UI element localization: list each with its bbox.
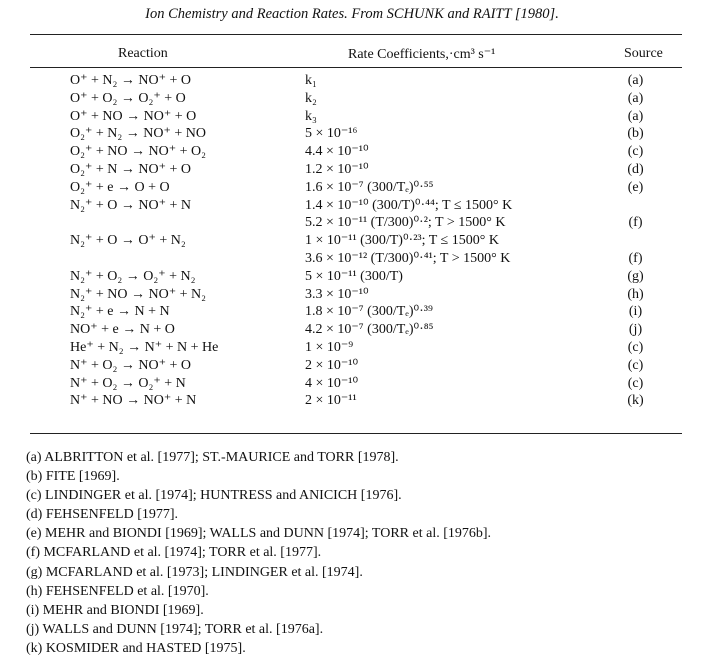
reaction-cell: N₂⁺ + NO → NO⁺ + N₂ xyxy=(70,286,206,302)
source-cell: (f) xyxy=(628,250,643,266)
rate-cell: 5 × 10⁻¹¹ (300/T) xyxy=(305,268,403,284)
source-cell: (b) xyxy=(627,126,644,142)
rate-cell: k₃ xyxy=(305,108,317,124)
reaction-cell: O₂⁺ + NO → NO⁺ + O₂ xyxy=(70,144,206,160)
rate-cell: 1 × 10⁻¹¹ (300/T)⁰·²³; T ≤ 1500° K xyxy=(305,233,499,249)
source-cell: (a) xyxy=(627,108,644,124)
source-cell: (d) xyxy=(627,161,644,177)
source-cell: (c) xyxy=(627,375,644,391)
rate-cell: 3.6 × 10⁻¹² (T/300)⁰·⁴¹; T > 1500° K xyxy=(305,250,511,266)
bottom-rule xyxy=(30,433,682,435)
reference-item: (e) MEHR and BIONDI [1969]; WALLS and DU… xyxy=(26,526,492,542)
source-cell: (c) xyxy=(627,144,644,160)
reference-item: (j) WALLS and DUNN [1974]; TORR et al. [… xyxy=(26,621,324,637)
source-cell: (c) xyxy=(627,339,644,355)
rate-cell: 1.2 × 10⁻¹⁰ xyxy=(305,161,369,177)
table-row: 5.2 × 10⁻¹¹ (T/300)⁰·²; T > 1500° K (f) xyxy=(30,214,682,232)
rate-cell: 4 × 10⁻¹⁰ xyxy=(305,375,359,391)
reaction-cell: O₂⁺ + N₂ → NO⁺ + NO xyxy=(70,126,206,142)
reaction-cell xyxy=(30,250,305,268)
reference-item: (i) MEHR and BIONDI [1969]. xyxy=(26,602,204,618)
table-row: N₂⁺ + e → N + N 1.8 × 10⁻⁷ (300/Tₑ)⁰·³⁹ (i… xyxy=(30,303,682,321)
table-row: O⁺ + NO → NO⁺ + O k₃ (a) xyxy=(30,108,682,126)
table-caption: Ion Chemistry and Reaction Rates. From S… xyxy=(145,6,559,22)
reaction-cell xyxy=(30,214,305,232)
table-row: O₂⁺ + e → O + O 1.6 × 10⁻⁷ (300/Tₑ)⁰·⁵⁵ (e… xyxy=(30,179,682,197)
rate-cell: 1.4 × 10⁻¹⁰ (300/T)⁰·⁴⁴; T ≤ 1500° K xyxy=(305,197,513,213)
reaction-cell: O₂⁺ + N → NO⁺ + O xyxy=(70,161,192,177)
source-cell: (i) xyxy=(628,304,643,320)
source-cell: (c) xyxy=(627,357,644,373)
reference-list: (a) ALBRITTON et al. [1977]; ST.-MAURICE… xyxy=(26,448,491,658)
reference-item: (h) FEHSENFELD et al. [1970]. xyxy=(26,583,209,599)
source-cell: (g) xyxy=(627,268,644,284)
reaction-cell: N₂⁺ + O → NO⁺ + N xyxy=(70,197,192,213)
reference-item: (a) ALBRITTON et al. [1977]; ST.-MAURICE… xyxy=(26,450,399,465)
reference-item: (k) KOSMIDER and HASTED [1975]. xyxy=(26,640,246,656)
source-cell: (e) xyxy=(627,179,644,195)
table-row: N₂⁺ + NO → NO⁺ + N₂ 3.3 × 10⁻¹⁰ (h) xyxy=(30,286,682,304)
reference-item: (g) MCFARLAND et al. [1973]; LINDINGER e… xyxy=(26,564,363,580)
rate-cell: 4.2 × 10⁻⁷ (300/Tₑ)⁰·⁸⁵ xyxy=(305,322,434,338)
header-source: Source xyxy=(624,46,663,61)
reaction-cell: O⁺ + O₂ → O₂⁺ + O xyxy=(70,90,186,106)
reference-item: (d) FEHSENFELD [1977]. xyxy=(26,507,179,523)
source-cell: (j) xyxy=(628,322,643,338)
table-row: NO⁺ + e → N + O 4.2 × 10⁻⁷ (300/Tₑ)⁰·⁸⁵ (j… xyxy=(30,321,682,339)
table-row: 3.6 × 10⁻¹² (T/300)⁰·⁴¹; T > 1500° K (f) xyxy=(30,250,682,268)
table-row: O⁺ + O₂ → O₂⁺ + O k₂ (a) xyxy=(30,90,682,108)
reaction-cell: He⁺ + N₂ → N⁺ + N + He xyxy=(70,339,219,355)
source-cell: (a) xyxy=(627,73,644,88)
table-row: N⁺ + O₂ → NO⁺ + O 2 × 10⁻¹⁰ (c) xyxy=(30,357,682,375)
reference-item: (b) FITE [1969]. xyxy=(26,469,120,485)
table-row: O⁺ + N₂ → NO⁺ + O k₁ (a) xyxy=(30,72,682,90)
rate-cell: 5 × 10⁻¹⁶ xyxy=(305,126,358,142)
reference-item: (c) LINDINGER et al. [1974]; HUNTRESS an… xyxy=(26,488,402,504)
table-row: N₂⁺ + O → O⁺ + N₂ 1 × 10⁻¹¹ (300/T)⁰·²³; … xyxy=(30,232,682,250)
rate-cell: 1 × 10⁻⁹ xyxy=(305,339,354,355)
source-cell xyxy=(595,197,682,215)
table-row: N⁺ + NO → NO⁺ + N 2 × 10⁻¹¹ (k) xyxy=(30,392,682,410)
table-row: O₂⁺ + N → NO⁺ + O 1.2 × 10⁻¹⁰ (d) xyxy=(30,161,682,179)
rate-cell: 5.2 × 10⁻¹¹ (T/300)⁰·²; T > 1500° K xyxy=(305,215,506,231)
source-cell: (f) xyxy=(628,215,643,231)
reference-item: (f) MCFARLAND et al. [1974]; TORR et al.… xyxy=(26,545,322,561)
reaction-cell: O₂⁺ + e → O + O xyxy=(70,179,170,195)
source-cell xyxy=(595,232,682,250)
rate-cell: k₂ xyxy=(305,90,317,106)
source-cell: (h) xyxy=(627,286,644,302)
source-cell: (k) xyxy=(627,393,644,409)
header-reaction: Reaction xyxy=(118,46,168,61)
rate-cell: 3.3 × 10⁻¹⁰ xyxy=(305,286,369,302)
reaction-cell: N₂⁺ + O₂ → O₂⁺ + N₂ xyxy=(70,268,196,284)
reaction-cell: N⁺ + O₂ → O₂⁺ + N xyxy=(70,375,186,391)
rate-cell: 1.8 × 10⁻⁷ (300/Tₑ)⁰·³⁹ xyxy=(305,304,433,320)
reaction-table: O⁺ + N₂ → NO⁺ + O k₁ (a) O⁺ + O₂ → O₂⁺ + O k… xyxy=(30,72,682,410)
rate-cell: 1.6 × 10⁻⁷ (300/Tₑ)⁰·⁵⁵ xyxy=(305,179,434,195)
top-rule xyxy=(30,34,682,36)
reaction-cell: NO⁺ + e → N + O xyxy=(70,322,175,338)
table-row: N₂⁺ + O → NO⁺ + N 1.4 × 10⁻¹⁰ (300/T)⁰·⁴⁴… xyxy=(30,197,682,215)
table-row: N⁺ + O₂ → O₂⁺ + N 4 × 10⁻¹⁰ (c) xyxy=(30,375,682,393)
reaction-cell: N⁺ + O₂ → NO⁺ + O xyxy=(70,357,192,373)
source-cell: (a) xyxy=(627,90,644,106)
header-rule xyxy=(30,67,682,68)
table-row: O₂⁺ + NO → NO⁺ + O₂ 4.4 × 10⁻¹⁰ (c) xyxy=(30,143,682,161)
reaction-cell: N⁺ + NO → NO⁺ + N xyxy=(70,393,197,409)
header-rate: Rate Coefficients,·cm³ s⁻¹ xyxy=(348,47,496,62)
rate-cell: 4.4 × 10⁻¹⁰ xyxy=(305,144,369,160)
table-row: N₂⁺ + O₂ → O₂⁺ + N₂ 5 × 10⁻¹¹ (300/T) (g) xyxy=(30,268,682,286)
reaction-cell: O⁺ + N₂ → NO⁺ + O xyxy=(70,73,192,88)
table-row: O₂⁺ + N₂ → NO⁺ + NO 5 × 10⁻¹⁶ (b) xyxy=(30,125,682,143)
rate-cell: 2 × 10⁻¹⁰ xyxy=(305,357,359,373)
table-row: He⁺ + N₂ → N⁺ + N + He 1 × 10⁻⁹ (c) xyxy=(30,339,682,357)
reaction-cell: N₂⁺ + e → N + N xyxy=(70,304,170,320)
rate-cell: 2 × 10⁻¹¹ xyxy=(305,393,357,409)
rate-cell: k₁ xyxy=(305,73,317,88)
reaction-cell: O⁺ + NO → NO⁺ + O xyxy=(70,108,197,124)
reaction-cell: N₂⁺ + O → O⁺ + N₂ xyxy=(70,233,186,249)
